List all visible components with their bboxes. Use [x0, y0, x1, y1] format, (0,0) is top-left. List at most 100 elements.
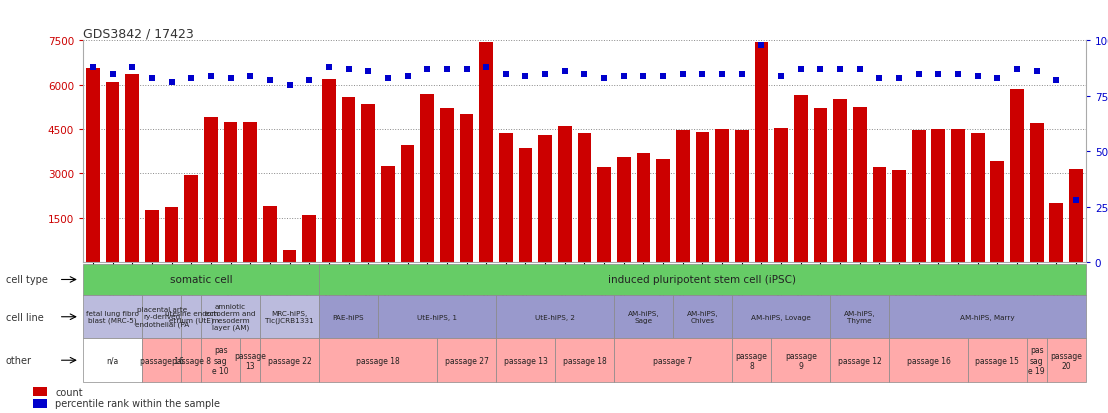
Bar [83, 264, 319, 295]
Point [890, 76, 907, 82]
Point [320, 64, 338, 71]
Bar [33, 387, 47, 396]
Point [772, 74, 790, 80]
Point [1008, 67, 1026, 74]
Point [811, 67, 829, 74]
Bar [142, 295, 182, 339]
Bar [890, 339, 968, 382]
Bar [480, 43, 493, 262]
Bar [833, 100, 847, 262]
Bar [260, 339, 319, 382]
Bar [165, 208, 178, 262]
Point [694, 71, 711, 78]
Bar [341, 97, 356, 262]
Bar [830, 295, 890, 339]
Point [516, 74, 534, 80]
Bar [656, 159, 670, 262]
Point [183, 76, 201, 82]
Point [988, 76, 1006, 82]
Point [1028, 69, 1046, 76]
Point [280, 82, 298, 89]
Text: induced pluripotent stem cell (iPSC): induced pluripotent stem cell (iPSC) [608, 275, 797, 285]
Bar [558, 127, 572, 262]
Text: AM-hiPS, Lovage: AM-hiPS, Lovage [751, 314, 811, 320]
Bar [1049, 203, 1064, 262]
Bar [83, 295, 142, 339]
Text: UtE-hiPS, 2: UtE-hiPS, 2 [535, 314, 575, 320]
Bar [499, 134, 513, 262]
Bar [1027, 339, 1047, 382]
Bar [853, 107, 866, 262]
Bar [519, 149, 532, 262]
Point [478, 64, 495, 71]
Bar [890, 295, 1086, 339]
Bar [381, 166, 394, 262]
Bar [322, 80, 336, 262]
Bar [361, 104, 376, 262]
Point [674, 71, 691, 78]
Point [379, 76, 397, 82]
Bar [991, 162, 1004, 262]
Point [359, 69, 377, 76]
Point [556, 69, 574, 76]
Point [615, 74, 633, 80]
Point [340, 67, 358, 74]
Text: passage
9: passage 9 [784, 351, 817, 370]
Bar [319, 264, 1086, 295]
Bar [735, 131, 749, 262]
Point [399, 74, 417, 80]
Text: passage 27: passage 27 [444, 356, 489, 365]
Text: AM-hiPS,
Chives: AM-hiPS, Chives [687, 311, 718, 323]
Bar [319, 295, 378, 339]
Text: passage
8: passage 8 [736, 351, 768, 370]
Text: cell type: cell type [6, 275, 48, 285]
Text: MRC-hiPS,
Tic(JCRB1331: MRC-hiPS, Tic(JCRB1331 [265, 310, 314, 324]
Point [595, 76, 613, 82]
Point [84, 64, 102, 71]
Bar [1047, 339, 1086, 382]
Point [104, 71, 122, 78]
Bar [496, 295, 614, 339]
Text: pas
sag
e 10: pas sag e 10 [213, 346, 229, 375]
Text: AM-hiPS,
Sage: AM-hiPS, Sage [627, 311, 659, 323]
Bar [496, 339, 555, 382]
Bar [460, 115, 473, 262]
Point [536, 71, 554, 78]
Bar [319, 339, 437, 382]
Bar [302, 215, 316, 262]
Bar [1069, 169, 1083, 262]
Bar [86, 69, 100, 262]
Text: passage
13: passage 13 [234, 351, 266, 370]
Bar [240, 339, 260, 382]
Text: passage 22: passage 22 [268, 356, 311, 365]
Bar [33, 399, 47, 408]
Bar [182, 339, 201, 382]
Bar [912, 131, 925, 262]
Bar [125, 75, 140, 262]
Bar [614, 295, 673, 339]
Text: passage 18: passage 18 [356, 356, 400, 365]
Text: passage 12: passage 12 [838, 356, 882, 365]
Bar [892, 171, 906, 262]
Text: AM-hiPS,
Thyme: AM-hiPS, Thyme [844, 311, 875, 323]
Bar [555, 339, 614, 382]
Bar [830, 339, 890, 382]
Point [242, 74, 259, 80]
Bar [577, 134, 592, 262]
Bar [774, 128, 788, 262]
Bar [204, 118, 218, 262]
Bar [673, 295, 732, 339]
Text: uterine endom
etrium (UtE): uterine endom etrium (UtE) [165, 310, 218, 324]
Point [792, 67, 810, 74]
Text: passage
20: passage 20 [1050, 351, 1083, 370]
Text: PAE-hiPS: PAE-hiPS [332, 314, 365, 320]
Point [635, 74, 653, 80]
Bar [793, 96, 808, 262]
Text: amniotic
ectoderm and
mesoderm
layer (AM): amniotic ectoderm and mesoderm layer (AM… [205, 303, 256, 331]
Point [163, 80, 181, 87]
Bar [932, 130, 945, 262]
Bar [378, 295, 496, 339]
Point [871, 76, 889, 82]
Bar [755, 43, 768, 262]
Point [732, 71, 750, 78]
